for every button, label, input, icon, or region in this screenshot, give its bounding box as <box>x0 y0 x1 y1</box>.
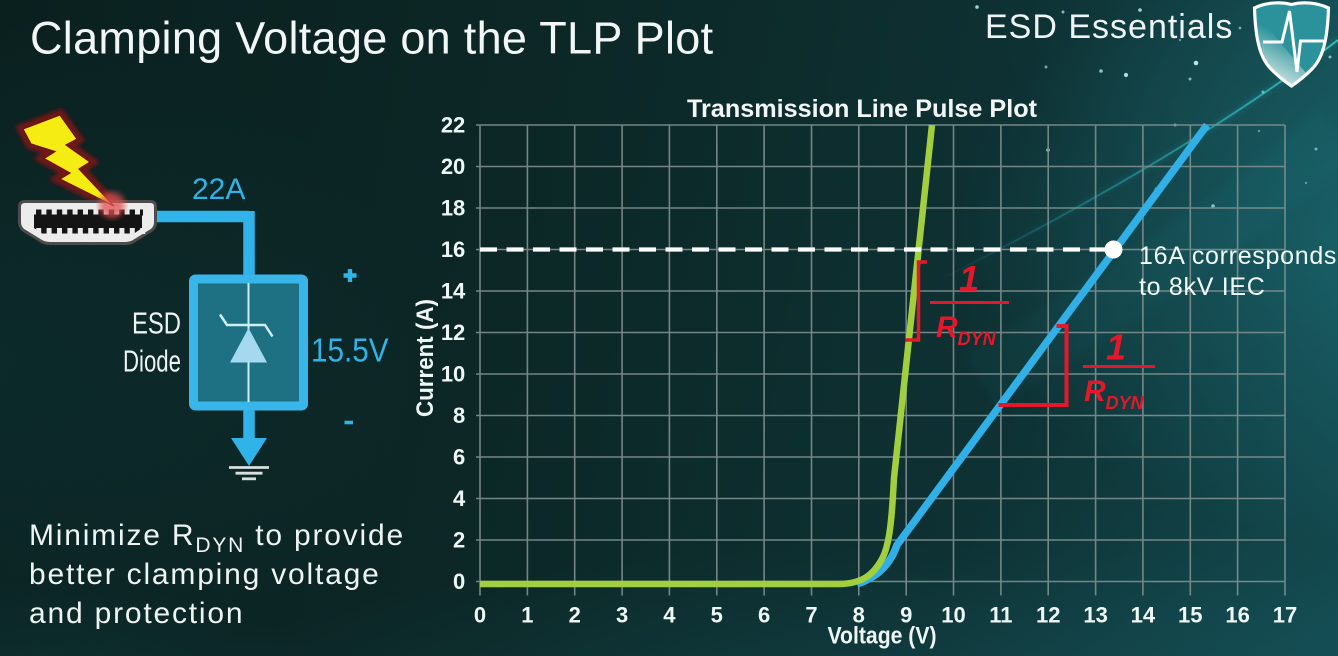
svg-text:and protection: and protection <box>29 597 244 630</box>
svg-text:18: 18 <box>441 195 465 220</box>
svg-text:Diode: Diode <box>123 344 181 379</box>
svg-text:10: 10 <box>941 603 965 628</box>
svg-text:2: 2 <box>453 527 465 552</box>
svg-text:8: 8 <box>853 603 865 628</box>
svg-text:1: 1 <box>959 258 979 299</box>
svg-text:Current (A): Current (A) <box>412 299 439 417</box>
svg-text:15.5V: 15.5V <box>311 332 389 369</box>
svg-text:4: 4 <box>663 603 676 628</box>
svg-text:5: 5 <box>711 603 723 628</box>
svg-text:8: 8 <box>453 403 465 428</box>
svg-text:15: 15 <box>1178 603 1202 628</box>
svg-text:to 8kV IEC: to 8kV IEC <box>1139 273 1266 301</box>
svg-text:10: 10 <box>441 361 465 386</box>
svg-text:RDYN: RDYN <box>936 311 997 349</box>
svg-text:14: 14 <box>1131 603 1156 628</box>
svg-text:Minimize RDYN to provide: Minimize RDYN to provide <box>29 519 405 557</box>
svg-text:4: 4 <box>453 486 466 511</box>
svg-text:22A: 22A <box>192 173 245 206</box>
svg-text:14: 14 <box>441 278 466 303</box>
svg-text:1: 1 <box>521 603 533 628</box>
svg-text:2: 2 <box>569 603 581 628</box>
svg-text:9: 9 <box>900 603 912 628</box>
svg-text:17: 17 <box>1273 603 1297 628</box>
svg-text:6: 6 <box>453 444 465 469</box>
svg-text:Transmission Line Pulse Plot: Transmission Line Pulse Plot <box>687 95 1038 123</box>
svg-text:13: 13 <box>1083 603 1107 628</box>
svg-text:RDYN: RDYN <box>1084 375 1145 413</box>
svg-text:20: 20 <box>441 154 465 179</box>
svg-text:22: 22 <box>441 112 465 137</box>
svg-text:12: 12 <box>1036 603 1060 628</box>
svg-text:Clamping Voltage on the TLP Pl: Clamping Voltage on the TLP Plot <box>30 12 714 63</box>
svg-text:6: 6 <box>758 603 770 628</box>
svg-text:better clamping voltage: better clamping voltage <box>29 558 381 591</box>
svg-text:3: 3 <box>616 603 628 628</box>
svg-text:16: 16 <box>441 237 465 262</box>
svg-text:7: 7 <box>805 603 817 628</box>
svg-text:0: 0 <box>453 569 465 594</box>
svg-text:16: 16 <box>1225 603 1249 628</box>
svg-text:0: 0 <box>474 603 486 628</box>
svg-text:Voltage (V): Voltage (V) <box>828 623 937 650</box>
svg-text:11: 11 <box>989 603 1012 628</box>
svg-text:1: 1 <box>1106 327 1126 368</box>
svg-text:16A corresponds: 16A corresponds <box>1139 242 1337 270</box>
svg-text:ESD Essentials: ESD Essentials <box>985 8 1233 46</box>
svg-text:ESD: ESD <box>132 305 181 340</box>
svg-text:12: 12 <box>441 320 465 345</box>
